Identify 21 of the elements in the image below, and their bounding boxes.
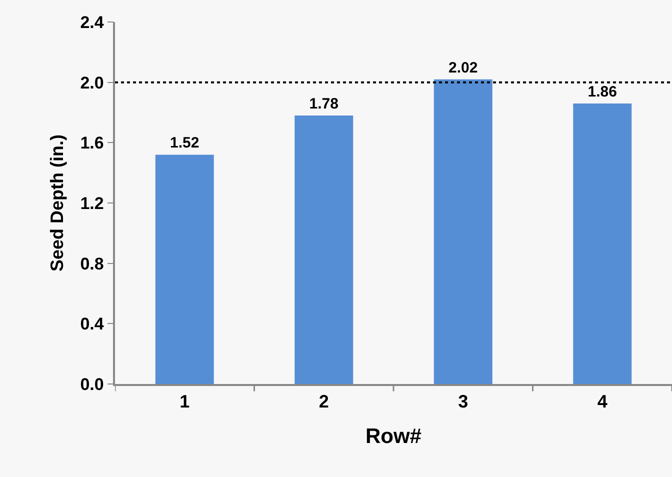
- bar: [294, 116, 354, 384]
- x-tick-label: 1: [180, 391, 190, 412]
- y-tick-label: 2.4: [80, 12, 104, 32]
- bar: [434, 79, 492, 384]
- x-tick-label: 3: [458, 391, 468, 412]
- y-tick-label: 2.0: [80, 73, 104, 92]
- x-axis-title: Row#: [365, 425, 422, 448]
- y-axis-title: Seed Depth (in.): [46, 134, 67, 272]
- y-tick-label: 0.8: [80, 254, 104, 274]
- data-label: 1.78: [309, 96, 338, 113]
- y-tick-label: 1.6: [80, 134, 104, 153]
- y-tick-label: 0.4: [80, 314, 104, 334]
- data-label: 2.02: [448, 59, 478, 76]
- y-tick-label: 0.0: [80, 374, 104, 394]
- x-tick-label: 4: [597, 391, 608, 412]
- x-tick-label: 2: [318, 391, 329, 412]
- data-label: 1.86: [588, 83, 617, 100]
- bar: [573, 103, 632, 384]
- bar: [155, 154, 214, 384]
- y-tick-label: 1.2: [80, 194, 104, 213]
- data-label: 1.52: [170, 134, 200, 152]
